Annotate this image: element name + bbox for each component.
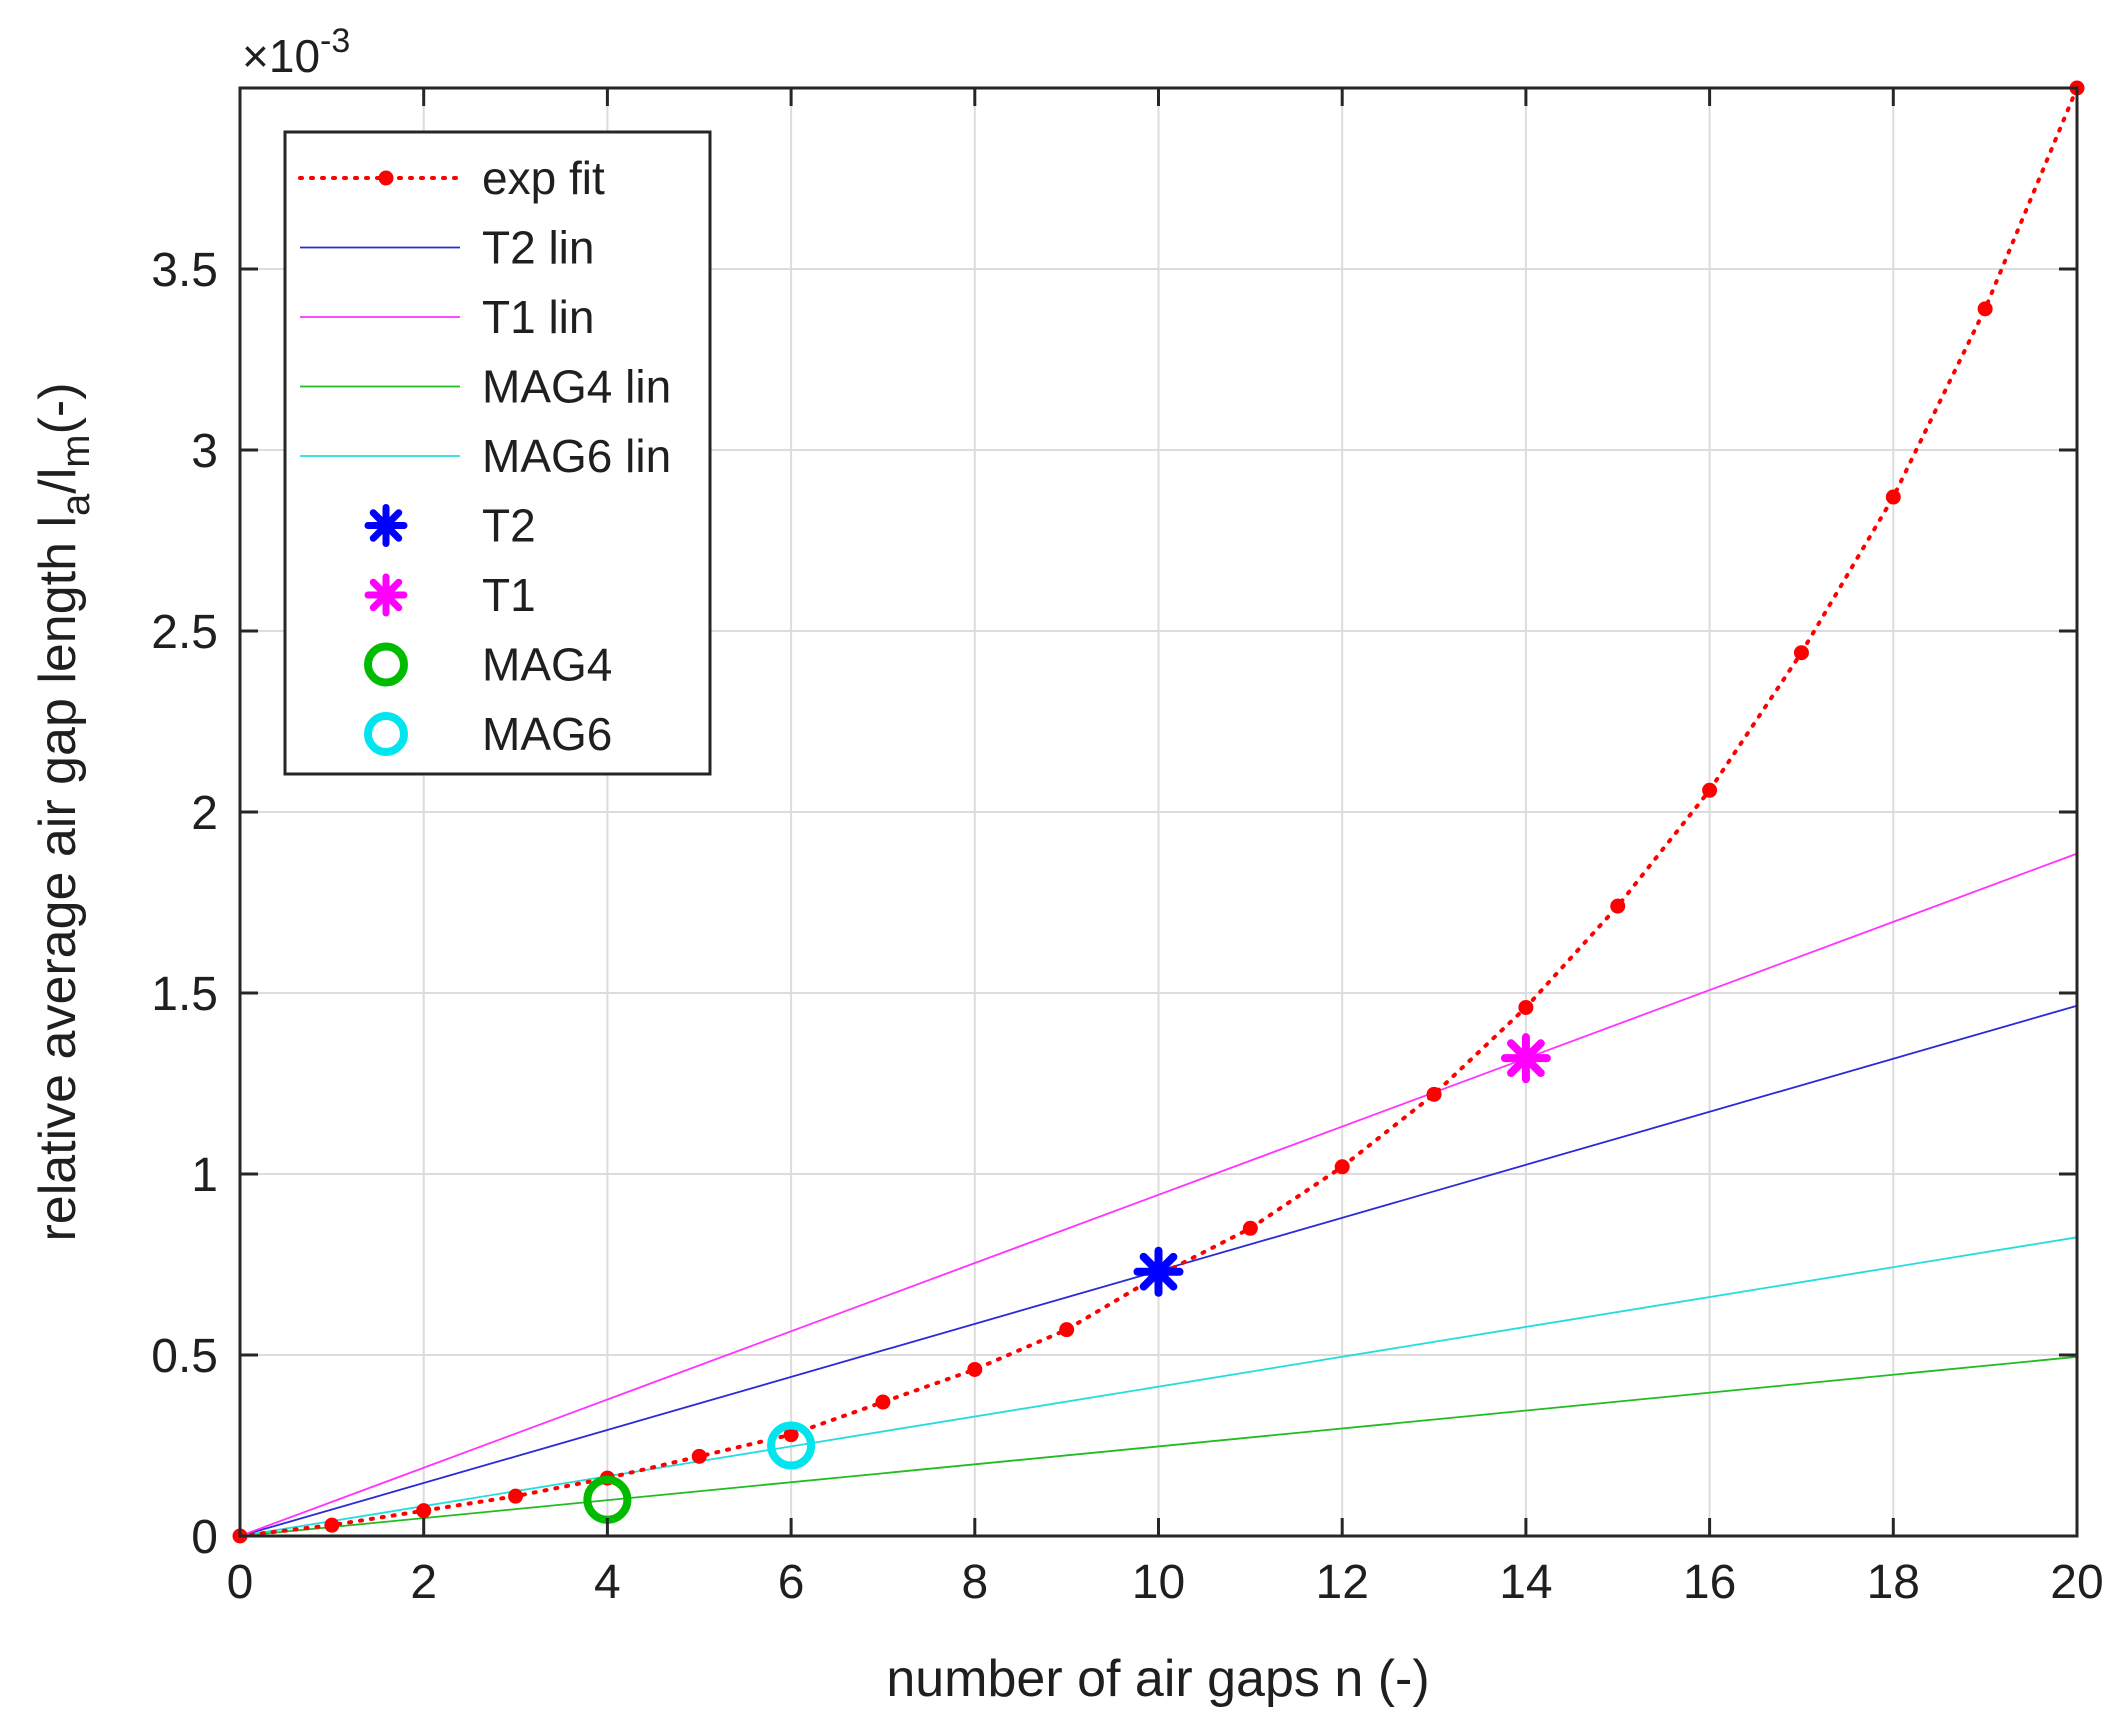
x-tick-label: 4 bbox=[594, 1556, 621, 1609]
legend-label: T1 lin bbox=[482, 291, 594, 343]
series-exp-fit-point bbox=[1793, 645, 1809, 661]
legend-entry-mag6-lin: MAG6 lin bbox=[300, 430, 671, 482]
legend-label: MAG6 bbox=[482, 708, 612, 760]
y-axis-label: relative average air gap length la/lm(-) bbox=[29, 382, 98, 1241]
legend-label: exp fit bbox=[482, 152, 605, 204]
x-tick-label: 10 bbox=[1132, 1556, 1185, 1609]
legend-swatch bbox=[364, 573, 408, 617]
x-tick-label: 0 bbox=[227, 1556, 254, 1609]
x-tick-label: 2 bbox=[410, 1556, 437, 1609]
marker-t2 bbox=[1133, 1246, 1184, 1297]
series-exp-fit-line bbox=[238, 86, 2079, 1538]
series-exp-fit-point bbox=[1885, 489, 1901, 505]
series-layer bbox=[232, 80, 2085, 1544]
legend-swatch bbox=[364, 642, 408, 687]
marker-mag6 bbox=[767, 1421, 816, 1470]
x-tick-label: 14 bbox=[1499, 1556, 1552, 1609]
series-exp-fit-point bbox=[875, 1394, 891, 1410]
asterisk-stroke bbox=[369, 509, 403, 542]
series-exp-fit-point bbox=[1334, 1159, 1350, 1175]
marker-t1 bbox=[1500, 1033, 1551, 1084]
legend-label: T1 bbox=[482, 569, 536, 621]
series-exp-fit-point bbox=[691, 1448, 707, 1464]
series-t1-lin-line bbox=[239, 852, 2078, 1537]
legend-label: MAG4 lin bbox=[482, 361, 671, 413]
x-tick-labels: 0 2 4 6 8 10 12 14 16 18 20 bbox=[227, 1556, 2104, 1609]
series-mag4-lin-line bbox=[239, 1355, 2078, 1537]
legend-swatch-dot bbox=[378, 170, 394, 186]
series-exp-fit-point bbox=[1518, 999, 1534, 1015]
y-tick-label: 2.5 bbox=[151, 606, 218, 659]
x-tick-label: 8 bbox=[961, 1556, 988, 1609]
y-tick-labels: 0 0.5 1 1.5 2 2.5 3 3.5 bbox=[151, 244, 218, 1564]
legend-entry-t2: T2 bbox=[364, 500, 536, 552]
legend-entry-mag4: MAG4 bbox=[364, 639, 612, 691]
series-exp-fit-point bbox=[1242, 1220, 1258, 1236]
series-exp-fit-point bbox=[1610, 898, 1626, 914]
x-tick-label: 18 bbox=[1867, 1556, 1920, 1609]
legend-label: MAG4 bbox=[482, 639, 612, 691]
legend-entry-t1: T1 bbox=[364, 569, 536, 621]
y-tick-label: 1 bbox=[191, 1149, 218, 1202]
legend-label: MAG6 lin bbox=[482, 430, 671, 482]
series-exp-fit-point bbox=[1059, 1322, 1075, 1338]
x-tick-label: 20 bbox=[2050, 1556, 2103, 1609]
y-exponent-label: ×10-3 bbox=[242, 22, 350, 82]
x-tick-label: 12 bbox=[1316, 1556, 1369, 1609]
x-tick-label: 16 bbox=[1683, 1556, 1736, 1609]
series-exp-fit-point bbox=[416, 1503, 432, 1519]
series-exp-fit-point bbox=[967, 1361, 983, 1377]
series-mag6-lin-line bbox=[239, 1236, 2078, 1537]
legend-entry-t1-lin: T1 lin bbox=[300, 291, 594, 343]
y-tick-label: 0.5 bbox=[151, 1330, 218, 1383]
asterisk-stroke bbox=[1139, 1252, 1178, 1291]
y-tick-label: 3.5 bbox=[151, 244, 218, 297]
asterisk-stroke bbox=[1507, 1039, 1545, 1078]
legend-entry-t2-lin: T2 lin bbox=[300, 222, 594, 274]
y-tick-label: 2 bbox=[191, 787, 218, 840]
series-exp-fit-point bbox=[1977, 301, 1993, 317]
legend-label: T2 bbox=[482, 500, 536, 552]
series-exp-fit-point bbox=[1426, 1086, 1442, 1102]
y-tick-label: 1.5 bbox=[151, 968, 218, 1021]
legend-entry-exp-fit: exp fit bbox=[298, 152, 605, 204]
series-exp-fit-point bbox=[324, 1517, 340, 1533]
asterisk-stroke bbox=[369, 578, 403, 612]
legend: exp fit T2 lin T1 lin MAG4 lin MAG6 lin T2 T1 M… bbox=[283, 130, 712, 776]
legend-label: T2 lin bbox=[482, 222, 594, 274]
series-exp-fit-point bbox=[783, 1427, 799, 1443]
x-axis-label: number of air gaps n (-) bbox=[886, 1650, 1429, 1708]
legend-swatch bbox=[364, 504, 408, 547]
legend-entry-mag6: MAG6 bbox=[364, 708, 612, 760]
y-tick-label: 3 bbox=[191, 425, 218, 478]
legend-box bbox=[283, 130, 712, 776]
legend-entry-mag4-lin: MAG4 lin bbox=[300, 361, 671, 413]
series-exp-fit-point bbox=[508, 1488, 524, 1504]
legend-swatch bbox=[364, 712, 408, 756]
y-tick-label: 0 bbox=[191, 1511, 218, 1564]
series-exp-fit-point bbox=[1702, 782, 1718, 798]
ticks bbox=[238, 88, 2079, 1538]
x-tick-label: 6 bbox=[778, 1556, 805, 1609]
grid bbox=[240, 88, 2077, 1536]
